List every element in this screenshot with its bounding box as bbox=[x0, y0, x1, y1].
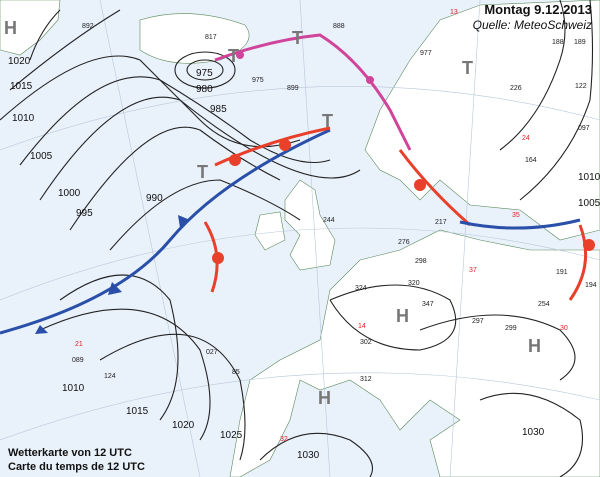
isobar-label: 1010 bbox=[12, 113, 35, 124]
isobar-label: 985 bbox=[210, 104, 227, 115]
station-value: 089 bbox=[72, 357, 84, 364]
station-temp: 21 bbox=[75, 341, 83, 348]
low-pressure-center: T bbox=[197, 162, 208, 182]
station-temp: 24 bbox=[522, 135, 530, 142]
isobar-label: 1020 bbox=[8, 56, 31, 67]
station-temp: 32 bbox=[280, 436, 288, 443]
station-value: 194 bbox=[585, 282, 597, 289]
caption-german: Wetterkarte von 12 UTC bbox=[8, 447, 132, 459]
low-pressure-center: T bbox=[228, 46, 239, 66]
isobar-label: 1030 bbox=[297, 450, 320, 461]
pressure-centers: H H H H T T T T T bbox=[4, 18, 541, 408]
cold-front-triangle bbox=[108, 282, 122, 295]
map-date-title: Montag 9.12.2013 bbox=[484, 2, 592, 17]
low-pressure-center: T bbox=[292, 28, 303, 48]
station-value: 226 bbox=[510, 85, 522, 92]
station-value: 817 bbox=[205, 34, 217, 41]
station-value: 217 bbox=[435, 219, 447, 226]
warm-front-semicircle bbox=[279, 139, 291, 151]
isobar-label: 1030 bbox=[522, 427, 545, 438]
station-readouts: 892 817 888 975 899 188 977 226 189 122 … bbox=[72, 9, 597, 443]
occluded-front-marker bbox=[366, 76, 374, 84]
station-value: 124 bbox=[104, 373, 116, 380]
isobar-label: 1015 bbox=[126, 406, 149, 417]
high-pressure-center: H bbox=[528, 336, 541, 356]
station-value: 122 bbox=[575, 83, 587, 90]
cold-front-atlantic bbox=[0, 128, 331, 335]
station-value: 892 bbox=[82, 23, 94, 30]
isobar-label: 1010 bbox=[62, 383, 85, 394]
isobar-label: 990 bbox=[146, 193, 163, 204]
isobar-label: 1020 bbox=[172, 420, 195, 431]
cold-front-triangle bbox=[35, 325, 48, 334]
high-pressure-center: H bbox=[318, 388, 331, 408]
station-temp: 14 bbox=[358, 323, 366, 330]
occluded-front-marker bbox=[236, 51, 244, 59]
map-source: Quelle: MeteoSchweiz bbox=[472, 18, 592, 32]
station-value: 254 bbox=[538, 301, 550, 308]
warm-front-semicircle bbox=[229, 154, 241, 166]
warm-front-semicircle bbox=[414, 179, 426, 191]
greenland bbox=[0, 0, 61, 56]
occluded-front bbox=[214, 33, 412, 151]
station-value: 320 bbox=[408, 280, 420, 287]
low-pressure-center: T bbox=[462, 58, 473, 78]
station-value: 191 bbox=[556, 269, 568, 276]
station-temp: 13 bbox=[450, 9, 458, 16]
continental-europe bbox=[229, 229, 600, 477]
isobar-label: 975 bbox=[196, 68, 213, 79]
station-value: 888 bbox=[333, 23, 345, 30]
isobar-label: 1000 bbox=[58, 188, 81, 199]
cold-front-baltic bbox=[459, 218, 581, 230]
station-value: 899 bbox=[287, 85, 299, 92]
warm-front-semicircle bbox=[212, 252, 224, 264]
ireland bbox=[254, 211, 286, 251]
station-temp: 30 bbox=[560, 325, 568, 332]
station-value: 297 bbox=[472, 318, 484, 325]
isobar-label: 1010 bbox=[578, 172, 600, 183]
station-value: 977 bbox=[420, 50, 432, 57]
station-value: 027 bbox=[206, 349, 218, 356]
map-caption: Wetterkarte von 12 UTC Carte du temps de… bbox=[8, 446, 145, 474]
warm-front-north-atlantic bbox=[214, 126, 331, 167]
station-temp: 35 bbox=[512, 212, 520, 219]
iceland-area bbox=[139, 13, 250, 64]
isobar-label: 1025 bbox=[220, 430, 243, 441]
low-pressure-center: T bbox=[322, 111, 333, 131]
station-value: 164 bbox=[525, 157, 537, 164]
isobar-label: 1005 bbox=[578, 198, 600, 209]
isobar-label: 1005 bbox=[30, 151, 53, 162]
high-pressure-center: H bbox=[396, 306, 409, 326]
station-value: 324 bbox=[355, 285, 367, 292]
station-value: 097 bbox=[578, 125, 590, 132]
cold-front-triangle bbox=[178, 215, 190, 228]
station-value: 302 bbox=[360, 339, 372, 346]
great-britain bbox=[284, 179, 336, 271]
station-value: 347 bbox=[422, 301, 434, 308]
isobar-label: 995 bbox=[76, 208, 93, 219]
station-temp: 37 bbox=[469, 267, 477, 274]
isobar-label: 1015 bbox=[10, 81, 33, 92]
station-value: 244 bbox=[323, 217, 335, 224]
caption-french: Carte du temps de 12 UTC bbox=[8, 461, 145, 473]
station-value: 299 bbox=[505, 325, 517, 332]
station-value: 312 bbox=[360, 376, 372, 383]
station-value: 298 bbox=[415, 258, 427, 265]
station-value: 975 bbox=[252, 77, 264, 84]
isobar-labels: 1020 1015 1010 1005 1000 995 990 985 980… bbox=[8, 56, 600, 461]
station-value: 188 bbox=[552, 39, 564, 46]
station-value: 276 bbox=[398, 239, 410, 246]
isobar-label: 980 bbox=[196, 84, 213, 95]
warm-front-north-sea bbox=[398, 149, 471, 227]
station-value: 189 bbox=[574, 39, 586, 46]
fronts bbox=[0, 33, 595, 335]
station-value: 85 bbox=[232, 369, 240, 376]
warm-front-east bbox=[568, 224, 588, 301]
high-pressure-center: H bbox=[4, 18, 17, 38]
warm-front-semicircle bbox=[583, 239, 595, 251]
